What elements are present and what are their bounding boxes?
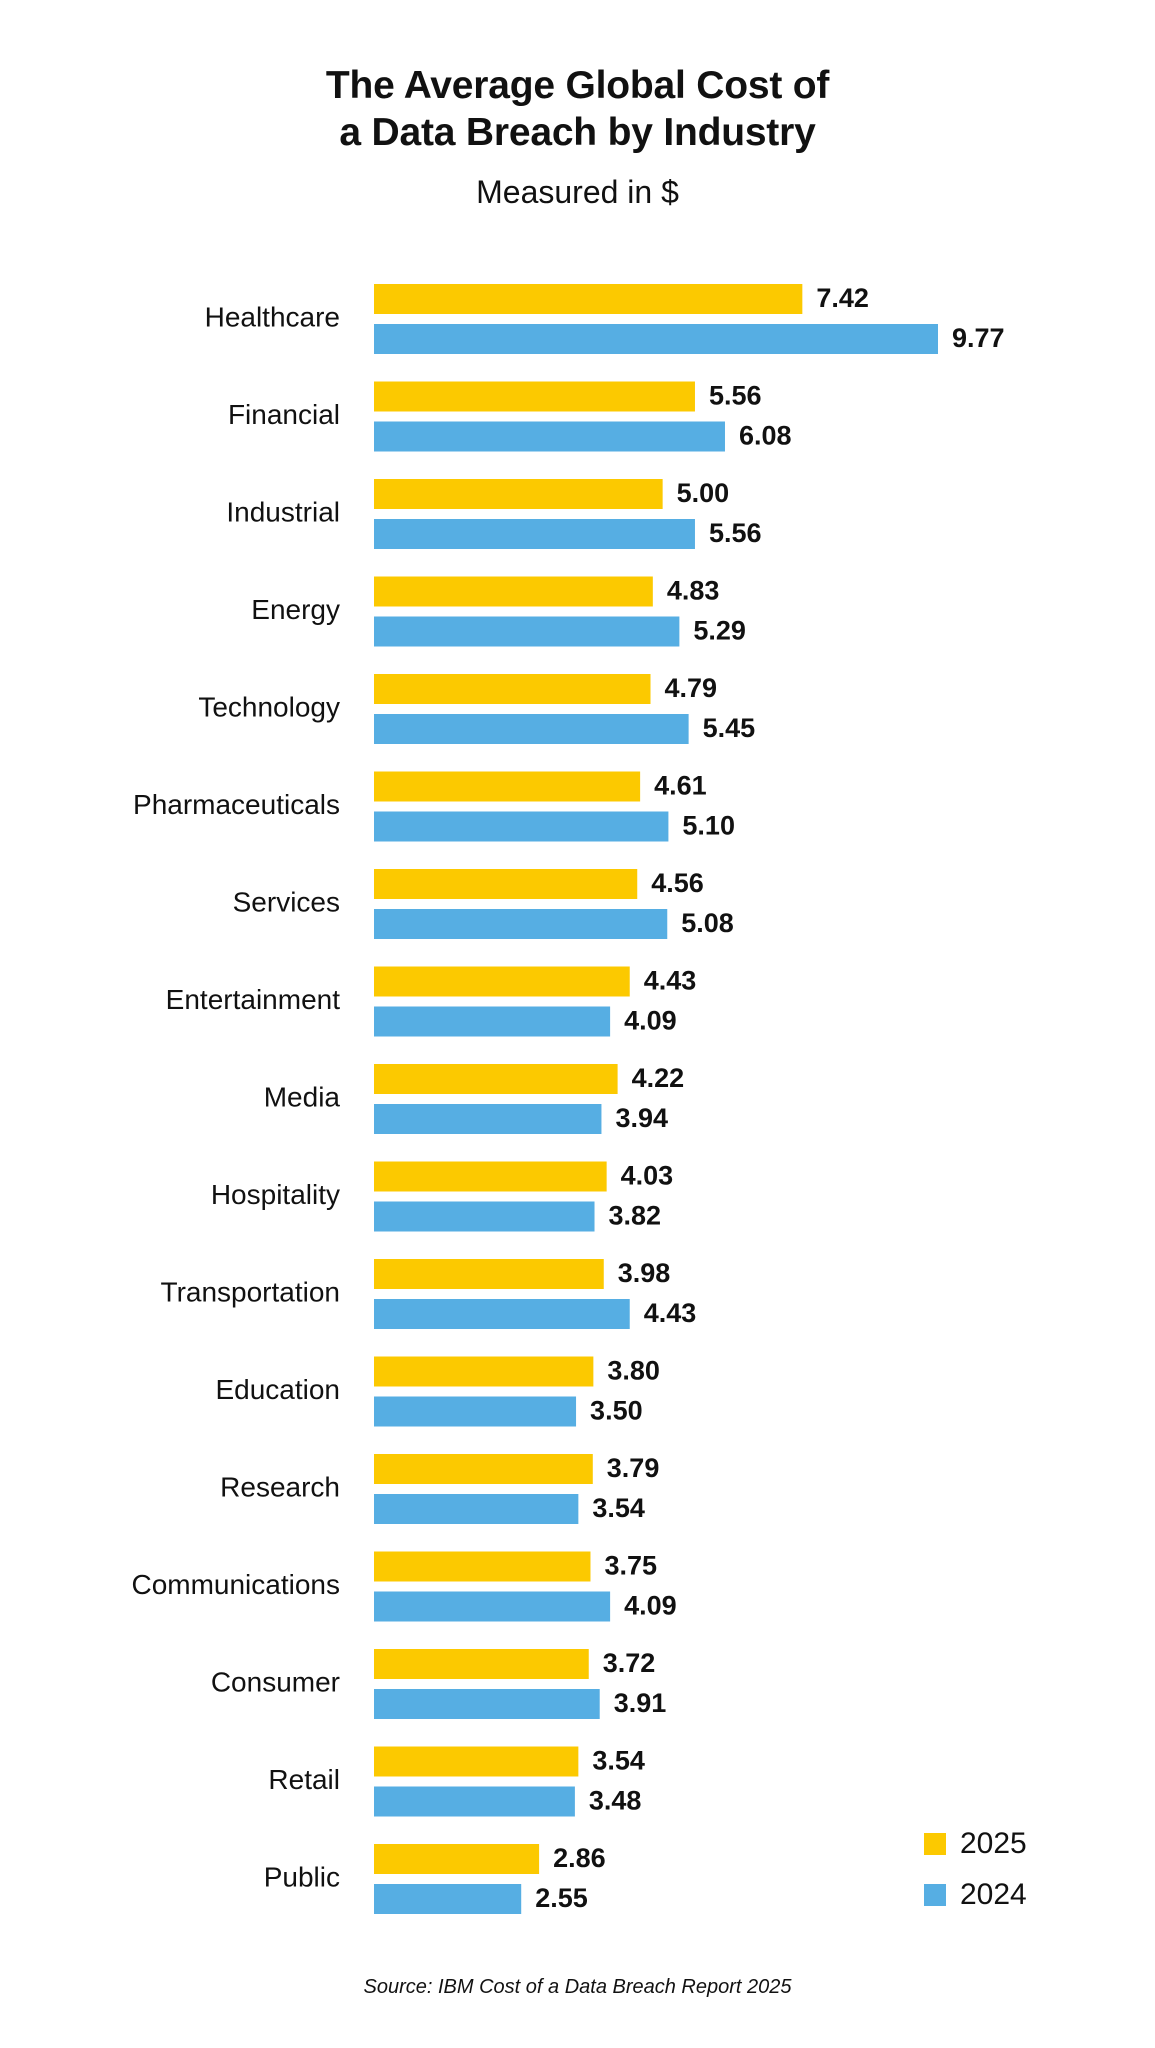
value-label-retail-2025: 3.54 (592, 1746, 645, 1776)
category-label-retail: Retail (268, 1764, 340, 1795)
category-label-research: Research (220, 1471, 340, 1502)
value-label-financial-2024: 6.08 (739, 421, 792, 451)
value-label-industrial-2024: 5.56 (709, 518, 762, 548)
category-label-energy: Energy (251, 594, 340, 625)
value-label-entertainment-2025: 4.43 (644, 966, 697, 996)
value-label-energy-2024: 5.29 (693, 616, 746, 646)
category-label-healthcare: Healthcare (205, 301, 340, 332)
bar-media-2024 (374, 1104, 602, 1134)
value-label-research-2025: 3.79 (607, 1453, 660, 1483)
category-label-transportation: Transportation (161, 1276, 341, 1307)
bar-consumer-2024 (374, 1689, 600, 1719)
bar-media-2025 (374, 1064, 618, 1094)
bar-services-2024 (374, 909, 668, 939)
bar-energy-2025 (374, 576, 653, 607)
category-label-education: Education (215, 1374, 340, 1405)
legend-label-2024: 2024 (960, 1878, 1027, 1911)
bar-research-2025 (374, 1454, 593, 1484)
bar-industrial-2024 (374, 519, 695, 549)
bar-hospitality-2025 (374, 1161, 607, 1192)
legend-swatch-2024 (924, 1884, 946, 1906)
value-label-pharmaceuticals-2024: 5.10 (682, 811, 735, 841)
chart-subtitle: Measured in $ (476, 174, 679, 210)
chart-title: The Average Global Cost of a Data Breach… (0, 62, 1155, 156)
bar-retail-2024 (374, 1786, 575, 1817)
value-label-education-2024: 3.50 (590, 1396, 643, 1426)
bar-services-2025 (374, 869, 638, 899)
bar-entertainment-2025 (374, 966, 630, 997)
bar-financial-2025 (374, 381, 695, 412)
bar-public-2025 (374, 1844, 540, 1874)
category-label-financial: Financial (228, 399, 340, 430)
category-label-communications: Communications (131, 1569, 340, 1600)
bar-education-2024 (374, 1396, 577, 1427)
value-label-energy-2025: 4.83 (667, 576, 720, 606)
value-label-financial-2025: 5.56 (709, 381, 762, 411)
value-label-hospitality-2025: 4.03 (621, 1161, 674, 1191)
legend-swatch-2025 (924, 1833, 946, 1855)
value-label-consumer-2024: 3.91 (614, 1688, 667, 1718)
bar-public-2024 (374, 1884, 522, 1914)
chart-title-line-1: The Average Global Cost of (325, 64, 830, 107)
value-label-services-2024: 5.08 (681, 908, 734, 938)
bar-hospitality-2024 (374, 1201, 595, 1232)
value-label-media-2025: 4.22 (632, 1063, 685, 1093)
value-label-media-2024: 3.94 (615, 1103, 668, 1133)
bar-communications-2024 (374, 1591, 611, 1622)
value-label-services-2025: 4.56 (651, 868, 704, 898)
bar-retail-2025 (374, 1746, 579, 1777)
value-label-entertainment-2024: 4.09 (624, 1006, 677, 1036)
chart-title-line-2: a Data Breach by Industry (339, 111, 816, 154)
category-label-industrial: Industrial (226, 496, 340, 527)
category-label-services: Services (233, 886, 340, 917)
bar-healthcare-2025 (374, 284, 803, 314)
value-label-technology-2024: 5.45 (703, 713, 756, 743)
value-label-healthcare-2025: 7.42 (816, 283, 869, 313)
bar-research-2024 (374, 1494, 579, 1524)
bar-pharmaceuticals-2024 (374, 811, 669, 842)
category-label-hospitality: Hospitality (211, 1179, 340, 1210)
value-label-public-2025: 2.86 (553, 1843, 606, 1873)
bar-pharmaceuticals-2025 (374, 771, 641, 802)
bar-transportation-2024 (374, 1299, 630, 1329)
value-label-technology-2025: 4.79 (665, 673, 718, 703)
category-label-technology: Technology (198, 691, 340, 722)
value-label-education-2025: 3.80 (607, 1356, 660, 1386)
category-label-pharmaceuticals: Pharmaceuticals (133, 789, 340, 820)
bar-transportation-2025 (374, 1259, 604, 1289)
value-label-transportation-2024: 4.43 (644, 1298, 697, 1328)
value-label-industrial-2025: 5.00 (677, 478, 730, 508)
legend-item-2024: 2024 (924, 1877, 1027, 1913)
category-label-consumer: Consumer (211, 1666, 340, 1697)
value-label-consumer-2025: 3.72 (603, 1648, 656, 1678)
legend-item-2025: 2025 (924, 1826, 1027, 1862)
bar-consumer-2025 (374, 1649, 589, 1679)
category-label-entertainment: Entertainment (166, 984, 341, 1015)
value-label-research-2024: 3.54 (592, 1493, 645, 1523)
bar-technology-2025 (374, 674, 651, 704)
category-label-public: Public (264, 1861, 340, 1892)
bar-communications-2025 (374, 1551, 591, 1582)
chart-legend: 2025 2024 (924, 1826, 1027, 1928)
value-label-healthcare-2024: 9.77 (952, 323, 1005, 353)
bar-industrial-2025 (374, 479, 663, 509)
value-label-communications-2024: 4.09 (624, 1591, 677, 1621)
bar-healthcare-2024 (374, 324, 938, 354)
bar-financial-2024 (374, 421, 725, 452)
bar-energy-2024 (374, 616, 680, 647)
bar-technology-2024 (374, 714, 689, 744)
value-label-transportation-2025: 3.98 (618, 1258, 671, 1288)
bar-education-2025 (374, 1356, 594, 1387)
value-label-retail-2024: 3.48 (589, 1786, 642, 1816)
bar-entertainment-2024 (374, 1006, 611, 1037)
legend-label-2025: 2025 (960, 1827, 1027, 1860)
value-label-public-2024: 2.55 (535, 1883, 588, 1913)
chart-source: Source: IBM Cost of a Data Breach Report… (363, 1976, 792, 1998)
value-label-hospitality-2024: 3.82 (609, 1201, 662, 1231)
category-label-media: Media (264, 1081, 341, 1112)
value-label-pharmaceuticals-2025: 4.61 (654, 771, 707, 801)
value-label-communications-2025: 3.75 (604, 1551, 657, 1581)
